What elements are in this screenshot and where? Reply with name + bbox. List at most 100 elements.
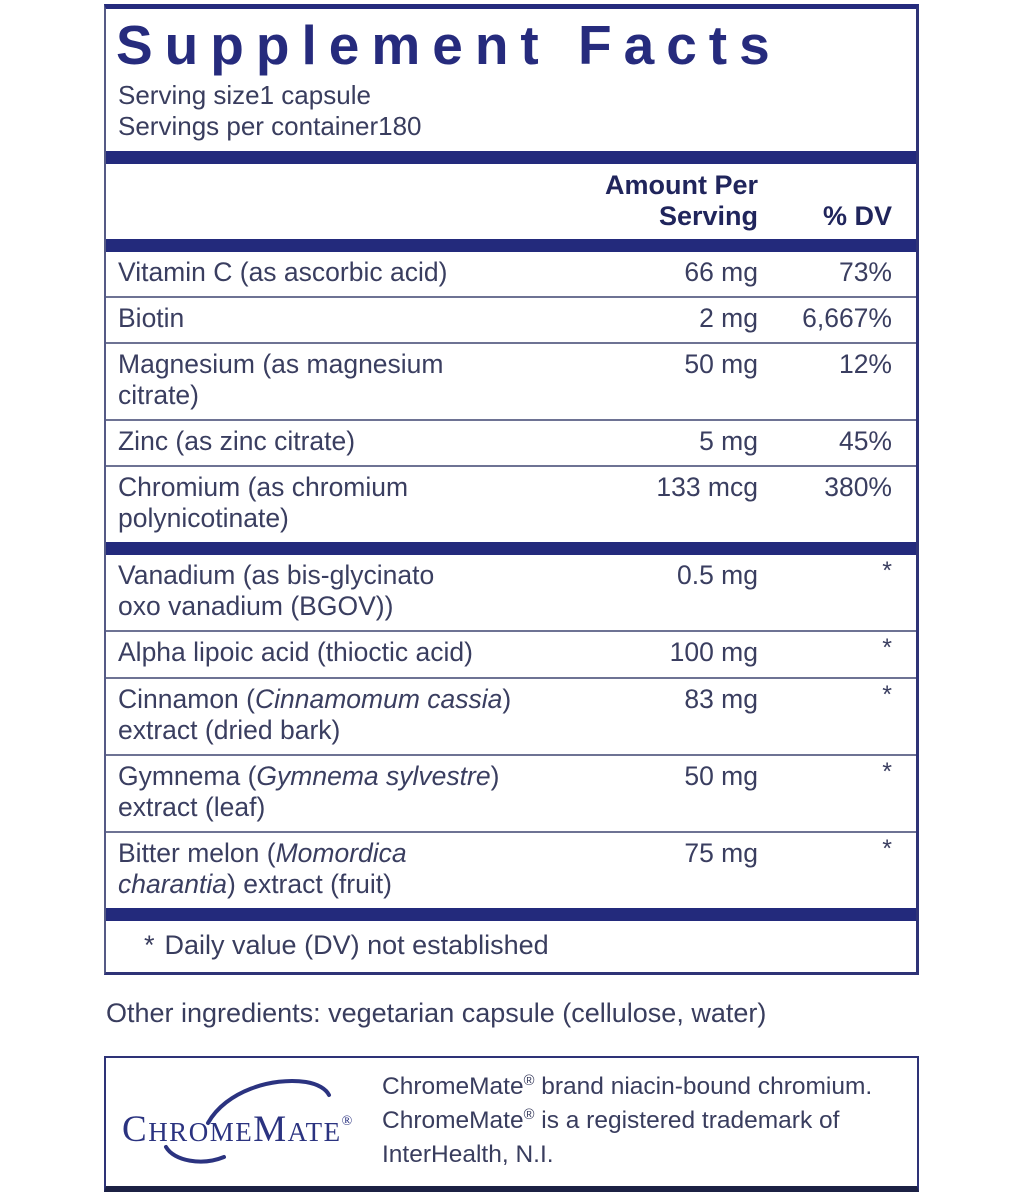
amount-value: 0.5 mg [676, 560, 758, 591]
text-part: InterHealth, N.I. [382, 1141, 554, 1169]
row-divider [106, 677, 916, 680]
amount-value: 83 mg [684, 684, 758, 715]
dv-value: * [758, 681, 916, 716]
table-header-row: Amount Per Serving % DV [106, 164, 916, 239]
chromemate-logo: CHROMEMATE® [120, 1071, 372, 1172]
amount-value: 50 mg [684, 761, 758, 792]
ingredient-name: Cinnamon (Cinnamomum cassia) extract (dri… [106, 684, 520, 746]
ingredient-name: Bitter melon (Momordica charantia) extrac… [106, 838, 520, 900]
row-divider [106, 419, 916, 422]
amount-value: 133 mcg [656, 472, 758, 503]
amount-value: 50 mg [684, 349, 758, 380]
ingredient-name-line: extract (dried bark) [118, 715, 520, 746]
dv-asterisk: * [882, 835, 892, 864]
chromemate-description-line: ChromeMate® is a registered trademark of [382, 1104, 872, 1138]
text-part: Alpha lipoic acid (thioctic acid) [118, 637, 473, 668]
registered-mark: ® [523, 1106, 535, 1123]
thick-divider-bar [106, 542, 916, 556]
text-part: Momordica [275, 838, 407, 869]
dv-asterisk: * [882, 557, 892, 586]
text-part: ) [490, 761, 500, 792]
registered-mark: ® [523, 1072, 535, 1089]
text-part: Cinnamon ( [118, 684, 255, 715]
text-part: Chromium (as chromium polynicotinate) [118, 472, 409, 534]
dv-value: 6,667% [802, 303, 892, 334]
dv-value: 73% [838, 257, 892, 288]
amount-per-serving-header: Amount Per Serving [604, 170, 758, 232]
percent-dv-header: % DV [822, 201, 892, 232]
text-part: extract (leaf) [118, 792, 266, 823]
ingredient-name: Vanadium (as bis-glycinato oxo vanadium (… [106, 560, 520, 622]
text-part: Zinc (as zinc citrate) [118, 426, 356, 457]
table-row: Magnesium (as magnesium citrate) 50 mg 12% [106, 344, 916, 419]
ingredient-name: Gymnema (Gymnema sylvestre) extract (leaf… [106, 761, 520, 823]
text-part: extract (dried bark) [118, 715, 341, 746]
dv-value: 45% [838, 426, 892, 457]
text-part: oxo vanadium (BGOV)) [118, 591, 394, 622]
dv-value: * [758, 758, 916, 793]
row-divider [106, 831, 916, 834]
serving-size-label: Serving size [118, 80, 260, 111]
row-divider [106, 465, 916, 468]
dv-asterisk: * [882, 758, 892, 787]
text-part: charantia [118, 869, 228, 900]
ingredient-name-line: Vitamin C (as ascorbic acid) [118, 257, 520, 288]
logo-registered-mark: ® [342, 1114, 354, 1129]
text-part: Biotin [118, 303, 185, 334]
ingredient-name-line: extract (leaf) [118, 792, 520, 823]
amount-value: 2 mg [699, 303, 758, 334]
chromemate-description-line: ChromeMate® brand niacin-bound chromium. [382, 1070, 872, 1104]
ingredient-name: Chromium (as chromium polynicotinate) [106, 472, 520, 534]
servings-per-container-label: Servings per container [118, 111, 379, 142]
logo-wordmark: CHROMEMATE® [122, 1109, 354, 1150]
dv-value: * [758, 634, 916, 669]
ingredient-name-line: Magnesium (as magnesium citrate) [118, 349, 520, 411]
row-divider [106, 754, 916, 757]
table-row: Vanadium (as bis-glycinato oxo vanadium (… [106, 555, 916, 630]
servings-per-container-value: 180 [378, 111, 422, 142]
table-row: Biotin 2 mg 6,667% [106, 298, 916, 342]
table-row: Chromium (as chromium polynicotinate) 133… [106, 467, 916, 542]
thick-divider-bar [106, 908, 916, 922]
serving-size-value: 1 capsule [259, 80, 371, 111]
amount-value: 75 mg [684, 838, 758, 869]
text-part: brand niacin-bound chromium. [534, 1073, 873, 1101]
dv-value: * [758, 835, 916, 870]
dv-value: 12% [838, 349, 892, 380]
servings-per-container-line: Servings per container180 [118, 111, 916, 142]
text-part: Gymnema ( [118, 761, 257, 792]
row-divider [106, 342, 916, 345]
table-row: Gymnema (Gymnema sylvestre) extract (leaf… [106, 756, 916, 831]
text-part: is a registered trademark of [534, 1107, 840, 1135]
ingredient-name-line: Vanadium (as bis-glycinato [118, 560, 520, 591]
serving-info: Serving size1 capsule Servings per conta… [106, 73, 916, 142]
ingredient-name-line: Cinnamon (Cinnamomum cassia) [118, 684, 520, 715]
ingredient-name: Magnesium (as magnesium citrate) [106, 349, 520, 411]
chromemate-panel: CHROMEMATE® ChromeMate® brand niacin-bou… [104, 1056, 919, 1192]
ingredient-name: Biotin [106, 303, 520, 334]
footnote-asterisk: * [144, 930, 155, 961]
ingredient-name-line: Chromium (as chromium polynicotinate) [118, 472, 520, 534]
amount-value: 5 mg [699, 426, 758, 457]
row-divider [106, 296, 916, 299]
table-row: Alpha lipoic acid (thioctic acid) 100 mg * [106, 632, 916, 677]
table-row: Zinc (as zinc citrate) 5 mg 45% [106, 421, 916, 465]
text-part: Bitter melon ( [118, 838, 276, 869]
amount-value: 66 mg [684, 257, 758, 288]
ingredient-name: Zinc (as zinc citrate) [106, 426, 520, 457]
ingredient-name-line: Alpha lipoic acid (thioctic acid) [118, 637, 520, 668]
text-part: Gymnema sylvestre [256, 761, 491, 792]
chromemate-logo-graphic: CHROMEMATE® [122, 1078, 354, 1164]
ingredient-name-line: charantia) extract (fruit) [118, 869, 520, 900]
dv-asterisk: * [882, 681, 892, 710]
ingredient-name-line: Bitter melon (Momordica [118, 838, 520, 869]
text-part: Vanadium (as bis-glycinato [118, 560, 435, 591]
other-ingredients-text: Other ingredients: vegetarian capsule (c… [106, 998, 767, 1029]
table-row: Cinnamon (Cinnamomum cassia) extract (dri… [106, 679, 916, 754]
text-part: Magnesium (as magnesium citrate) [118, 349, 444, 411]
ingredient-table: Vitamin C (as ascorbic acid) 66 mg 73% Biot… [106, 252, 916, 922]
thick-divider-bar [106, 151, 916, 165]
supplement-facts-panel: Supplement Facts Serving size1 capsule S… [104, 4, 919, 976]
amount-value: 100 mg [669, 637, 758, 668]
chromemate-description: ChromeMate® brand niacin-bound chromium.… [372, 1070, 872, 1172]
